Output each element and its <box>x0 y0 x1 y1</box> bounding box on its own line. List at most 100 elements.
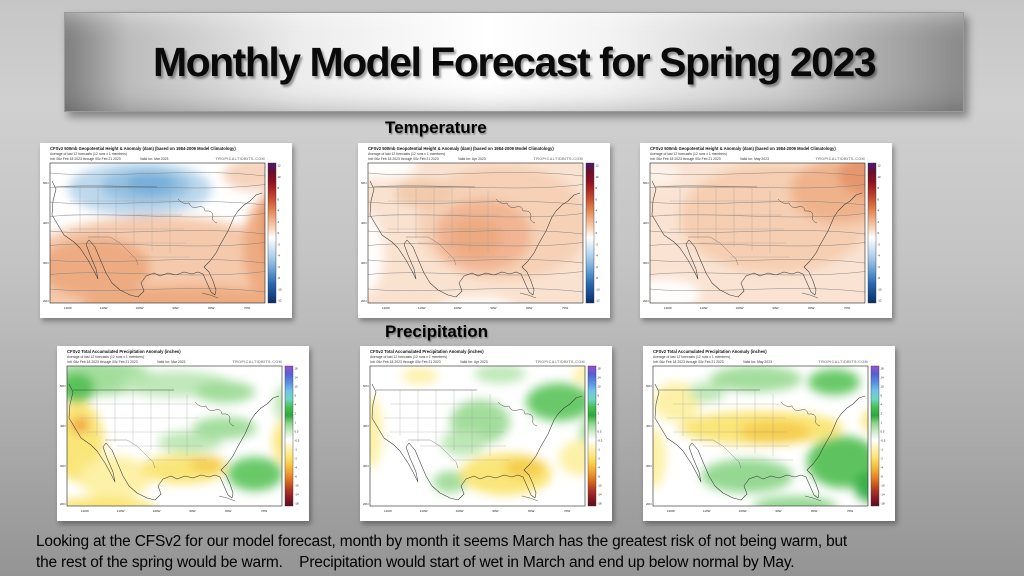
watermark: TROPICALTIDBITS.COM <box>215 157 265 161</box>
colorbar-tick: -2 <box>596 242 599 246</box>
lon-tick: 70W <box>564 509 570 513</box>
colorbar-tick: 12 <box>278 164 282 168</box>
lon-tick: 110W <box>418 306 426 310</box>
lon-tick: 120W <box>664 306 672 310</box>
lat-tick: 40N <box>361 221 367 225</box>
colorbar-tick: -0.5 <box>881 439 886 443</box>
anomaly-shading <box>653 366 868 506</box>
colorbar <box>585 162 595 304</box>
colorbar-tick: -10 <box>596 287 600 291</box>
lat-tick: 20N <box>646 502 652 506</box>
colorbar-tick: 12 <box>596 164 600 168</box>
forecast-map-temperature-april: CFSv2 500mb Geopotential Height & Anomal… <box>361 146 600 310</box>
map-subtitle: Average of last 12 forecasts (12 runs x … <box>650 152 727 156</box>
colorbar-tick: 2 <box>881 412 883 416</box>
colorbar <box>870 365 880 507</box>
map-init-time: Init: 06z Feb 18 2023 through 00z Feb 21… <box>653 360 724 364</box>
colorbar-tick: -12 <box>596 299 600 303</box>
colorbar-tick: -18 <box>881 502 885 506</box>
colorbar-tick: -8 <box>878 276 881 280</box>
slide-title: Monthly Model Forecast for Spring 2023 <box>152 38 877 85</box>
colorbar-tick: -2 <box>881 457 884 461</box>
colorbar-tick: -4 <box>278 254 281 258</box>
title-banner: Monthly Model Forecast for Spring 2023 <box>64 12 964 112</box>
colorbar-tick: 10 <box>278 175 282 179</box>
lat-tick: 40N <box>643 221 649 225</box>
watermark: TROPICALTIDBITS.COM <box>232 360 282 364</box>
colorbar-tick: -14 <box>295 493 299 497</box>
forecast-map-precipitation-march: CFSv2 Total Accumulated Precipitation An… <box>60 349 300 513</box>
lon-tick: 90W <box>492 509 498 513</box>
colorbar-tick: -18 <box>598 502 602 506</box>
colorbar-tick: 0.5 <box>881 430 885 434</box>
colorbar <box>267 162 277 304</box>
map-subtitle: Average of last 12 forecasts (12 runs x … <box>50 152 127 156</box>
lon-tick: 120W <box>667 509 675 513</box>
colorbar-tick: 0 <box>878 231 880 235</box>
map-init-time: Init: 06z Feb 18 2023 through 00z Feb 21… <box>50 157 121 161</box>
colorbar-tick: 18 <box>295 367 299 371</box>
colorbar-tick: 10 <box>878 175 882 179</box>
lon-tick: 110W <box>700 306 708 310</box>
colorbar-tick: 4 <box>881 403 883 407</box>
colorbar-tick: -2 <box>598 457 601 461</box>
lon-tick: 100W <box>456 509 464 513</box>
colorbar-tick: 2 <box>878 220 880 224</box>
colorbar-tick: 2 <box>598 412 600 416</box>
watermark: TROPICALTIDBITS.COM <box>533 157 583 161</box>
map-init-time: Init: 06z Feb 18 2023 through 00z Feb 21… <box>368 157 439 161</box>
lat-tick: 20N <box>60 502 66 506</box>
lat-tick: 40N <box>646 424 652 428</box>
colorbar-tick: -10 <box>278 287 282 291</box>
colorbar-tick: 12 <box>878 164 882 168</box>
colorbar-tick: 14 <box>598 376 602 380</box>
lon-tick: 100W <box>136 306 144 310</box>
forecast-map-temperature-march: CFSv2 500mb Geopotential Height & Anomal… <box>43 146 282 310</box>
lat-tick: 50N <box>646 384 652 388</box>
colorbar-tick: -18 <box>295 502 299 506</box>
colorbar-tick: 6 <box>598 394 600 398</box>
anomaly-shading <box>50 163 265 303</box>
colorbar-tick: 8 <box>878 186 880 190</box>
colorbar <box>284 365 294 507</box>
lon-tick: 90W <box>490 306 496 310</box>
colorbar-tick: -6 <box>598 475 601 479</box>
lat-tick: 20N <box>43 299 49 303</box>
lat-tick: 50N <box>361 181 367 185</box>
colorbar-tick: -10 <box>295 484 299 488</box>
watermark: TROPICALTIDBITS.COM <box>815 157 865 161</box>
colorbar-tick: -4 <box>596 254 599 258</box>
lon-tick: 80W <box>208 306 214 310</box>
colorbar-tick: -6 <box>881 475 884 479</box>
colorbar-tick: 4 <box>598 403 600 407</box>
caption-line-2: the rest of the spring would be warm. Pr… <box>36 554 795 571</box>
lon-tick: 90W <box>772 306 778 310</box>
section-label-precipitation: Precipitation <box>385 322 488 341</box>
lat-tick: 30N <box>643 261 649 265</box>
colorbar-tick: -8 <box>596 276 599 280</box>
colorbar-tick: 1 <box>295 421 297 425</box>
watermark: TROPICALTIDBITS.COM <box>818 360 868 364</box>
map-valid-time: Valid for: Apr 2023 <box>458 157 486 161</box>
colorbar-tick: -4 <box>295 466 298 470</box>
map-valid-time: Valid for: Mar 2023 <box>140 157 169 161</box>
lon-tick: 120W <box>384 509 392 513</box>
colorbar-tick: 1 <box>881 421 883 425</box>
lat-tick: 40N <box>363 424 369 428</box>
forecast-map-precipitation-april: CFSv2 Total Accumulated Precipitation An… <box>363 349 603 513</box>
lat-tick: 30N <box>60 464 66 468</box>
colorbar-tick: 6 <box>596 197 598 201</box>
colorbar-tick: 10 <box>295 385 299 389</box>
colorbar-tick: -6 <box>878 265 881 269</box>
geography-outlines <box>371 383 583 502</box>
colorbar-tick: -10 <box>598 484 602 488</box>
colorbar-tick: -0.5 <box>598 439 603 443</box>
caption: Looking at the CFSv2 for our model forec… <box>36 531 996 573</box>
map-title: CFSv2 500mb Geopotential Height & Anomal… <box>50 146 236 151</box>
colorbar-tick: 4 <box>295 403 297 407</box>
lon-tick: 80W <box>808 306 814 310</box>
colorbar-tick: 2 <box>596 220 598 224</box>
forecast-map-precipitation-may: CFSv2 Total Accumulated Precipitation An… <box>646 349 886 513</box>
colorbar-tick: -2 <box>878 242 881 246</box>
colorbar <box>867 162 877 304</box>
